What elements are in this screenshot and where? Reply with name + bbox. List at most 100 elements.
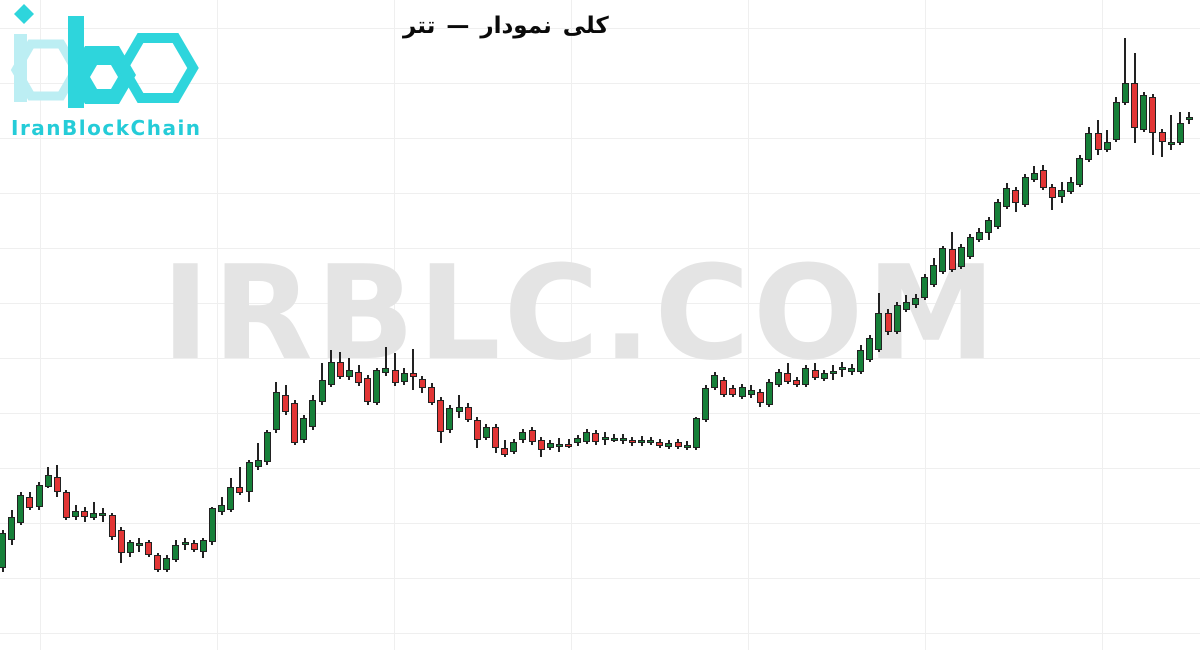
candle: [318, 380, 326, 402]
candle: [492, 427, 500, 448]
candle: [208, 508, 216, 542]
candle: [528, 430, 536, 442]
candle: [1112, 102, 1120, 140]
candle: [1121, 83, 1129, 103]
candle: [619, 438, 627, 441]
candle: [501, 448, 509, 455]
candle: [72, 511, 80, 517]
candle: [190, 543, 198, 550]
candle: [601, 437, 609, 440]
candle: [948, 249, 956, 270]
h-gridline: [0, 83, 1200, 84]
candle-wick: [92, 502, 95, 520]
candle: [1185, 117, 1193, 120]
candle: [1012, 190, 1020, 203]
candle: [272, 392, 280, 430]
candle-wick: [567, 439, 570, 448]
v-gridline: [1102, 0, 1103, 650]
h-gridline: [0, 358, 1200, 359]
candle: [775, 372, 783, 385]
candle: [418, 379, 426, 388]
candle: [1140, 95, 1148, 130]
h-gridline: [0, 303, 1200, 304]
candle: [994, 202, 1002, 227]
candle: [729, 388, 737, 395]
candle: [857, 350, 865, 372]
candle: [665, 443, 673, 447]
candle: [985, 220, 993, 233]
candle: [437, 400, 445, 432]
h-gridline: [0, 633, 1200, 634]
candle: [902, 302, 910, 310]
candle-wick: [348, 358, 351, 380]
candle-wick: [841, 362, 844, 377]
candle: [930, 265, 938, 285]
h-gridline: [0, 248, 1200, 249]
candle: [1039, 170, 1047, 188]
iranblockchain-logo-icon: [5, 4, 200, 114]
candle: [300, 418, 308, 440]
candle: [838, 367, 846, 370]
candle: [1003, 188, 1011, 207]
candle: [1067, 182, 1075, 192]
candle: [510, 442, 518, 452]
candle-wick: [1161, 129, 1163, 157]
candle: [784, 373, 792, 382]
candle-wick: [394, 353, 397, 386]
candle-wick: [257, 443, 260, 470]
candle: [327, 362, 335, 385]
candle: [574, 438, 582, 443]
h-gridline: [0, 28, 1200, 29]
candle: [26, 497, 34, 508]
candle: [172, 545, 180, 560]
candle: [793, 380, 801, 385]
v-gridline: [571, 0, 572, 650]
chart-title-word-symbol: تتر: [403, 13, 436, 39]
candle-wick: [458, 395, 460, 418]
chart-title-dash: —: [446, 13, 470, 39]
candle: [163, 558, 171, 570]
candle: [1058, 190, 1066, 197]
candle-wick: [1170, 115, 1173, 150]
candle: [811, 370, 819, 378]
candle: [537, 440, 545, 450]
candle: [519, 432, 527, 440]
candle: [756, 392, 764, 403]
candle: [291, 403, 299, 443]
h-gridline: [0, 413, 1200, 414]
candle: [628, 440, 636, 443]
candle: [546, 443, 554, 448]
candle: [1085, 133, 1093, 160]
candle: [583, 432, 591, 442]
candle: [866, 338, 874, 360]
candle: [975, 232, 983, 240]
candle: [145, 542, 153, 555]
candle: [638, 440, 646, 443]
candle: [966, 237, 974, 257]
h-gridline: [0, 578, 1200, 579]
candle: [135, 543, 143, 546]
candle: [81, 511, 89, 517]
candle: [44, 475, 52, 487]
chart-title: تتر — نمودار کلی: [403, 13, 609, 39]
candle: [309, 400, 317, 427]
candle: [702, 388, 709, 420]
candle: [117, 530, 125, 553]
candle: [199, 540, 207, 552]
candle: [0, 533, 6, 568]
candle: [1149, 97, 1157, 133]
candle: [592, 433, 600, 442]
candle: [227, 487, 235, 510]
chart-title-word-2: نمودار: [480, 13, 552, 39]
candle: [336, 362, 344, 377]
brand-name: IranBlockChain: [11, 116, 202, 140]
candle: [829, 371, 837, 374]
candle: [610, 438, 618, 441]
candle: [391, 370, 399, 383]
candle: [154, 555, 162, 570]
candle: [236, 487, 244, 493]
candle: [373, 370, 381, 403]
candle: [875, 313, 883, 350]
